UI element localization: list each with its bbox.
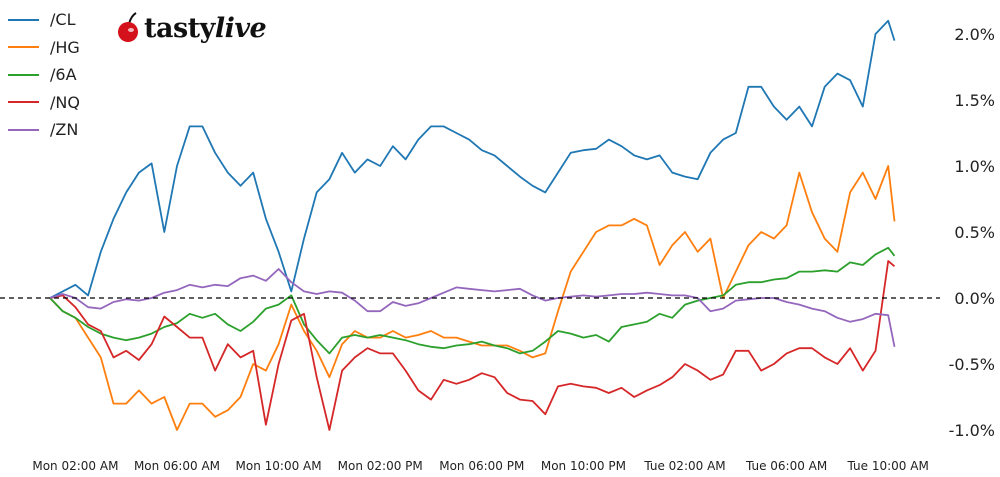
legend-label: /NQ [50, 92, 80, 112]
y-tick-label: 1.0% [954, 157, 995, 176]
x-tick-label: Tue 10:00 AM [847, 459, 929, 473]
legend-item: /CL [8, 6, 80, 34]
x-tick-label: Tue 02:00 AM [643, 459, 725, 473]
x-tick-label: Mon 02:00 PM [338, 459, 423, 473]
legend-label: /HG [50, 37, 80, 57]
x-tick-label: Mon 06:00 AM [134, 459, 220, 473]
logo-text: tastylive [144, 12, 267, 44]
y-tick-label: -0.5% [949, 355, 995, 374]
series-lines [49, 19, 896, 431]
x-tick-label: Mon 02:00 AM [32, 459, 118, 473]
y-tick-label: -1.0% [949, 421, 995, 440]
legend-swatch [8, 73, 39, 76]
legend-label: /CL [50, 10, 76, 30]
x-tick-label: Mon 06:00 PM [439, 459, 524, 473]
legend-item: /NQ [8, 89, 80, 117]
y-tick-label: 0.5% [954, 223, 995, 242]
y-axis: 2.0% 1.5% 1.0% 0.5% 0.0% -0.5% -1.0% [949, 25, 995, 440]
x-tick-label: Mon 10:00 AM [236, 459, 322, 473]
series-line-6a [49, 246, 896, 355]
y-tick-label: 0.0% [954, 289, 995, 308]
legend-label: /6A [50, 65, 77, 85]
legend-swatch [8, 18, 39, 21]
legend-item: /6A [8, 61, 80, 89]
legend-item: /HG [8, 34, 80, 62]
legend-swatch [8, 128, 39, 131]
x-axis: Mon 02:00 AM Mon 06:00 AM Mon 10:00 AM Mon … [32, 459, 928, 473]
y-tick-label: 1.5% [954, 91, 995, 110]
series-line-nq [49, 260, 896, 431]
legend-item: /ZN [8, 116, 80, 144]
series-line-cl [49, 19, 896, 299]
y-tick-label: 2.0% [954, 25, 995, 44]
legend-swatch [8, 101, 39, 104]
tastylive-logo: tastylive [114, 12, 267, 44]
legend-swatch [8, 46, 39, 49]
legend-label: /ZN [50, 120, 79, 140]
legend: /CL/HG/6A/NQ/ZN [8, 6, 80, 144]
cherry-icon [118, 12, 138, 42]
x-tick-label: Mon 10:00 PM [541, 459, 626, 473]
x-tick-label: Tue 06:00 AM [745, 459, 827, 473]
